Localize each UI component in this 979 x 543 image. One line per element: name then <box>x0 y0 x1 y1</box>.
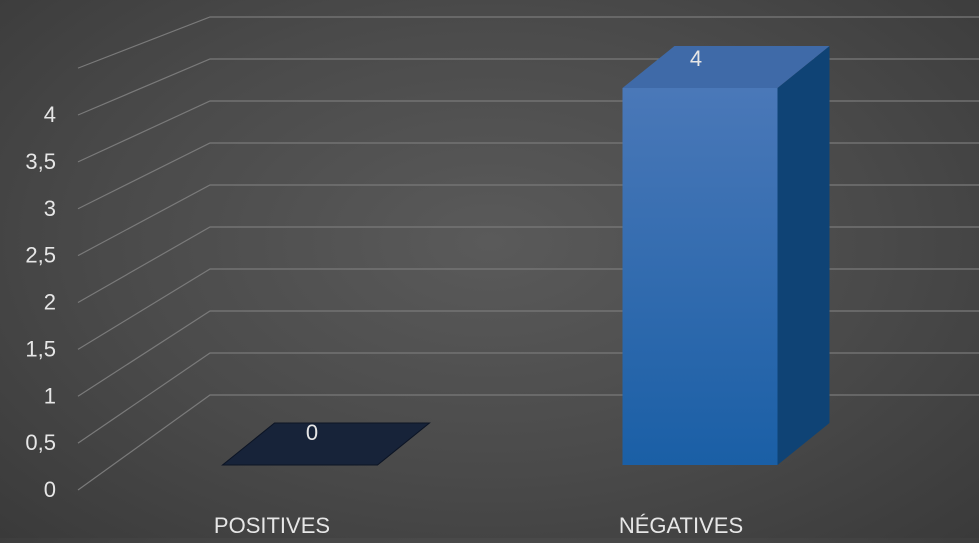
bar-top-face <box>622 46 830 88</box>
gridline <box>77 226 979 304</box>
gridline <box>77 184 979 257</box>
y-tick-label: 2 <box>44 290 56 315</box>
y-tick-label: 4 <box>44 102 56 127</box>
bar-positives <box>221 422 431 466</box>
y-tick-label: 0,5 <box>25 430 56 455</box>
y-tick-label: 1,5 <box>25 336 56 361</box>
data-label: 4 <box>690 46 702 71</box>
data-label: 0 <box>306 420 318 445</box>
x-category-label: POSITIVES <box>214 513 330 538</box>
bar-front-face <box>622 88 778 465</box>
gridline <box>77 16 979 69</box>
bar-side-face <box>777 46 830 465</box>
gridline <box>77 394 979 491</box>
gridline <box>77 100 979 163</box>
y-tick-label: 3,5 <box>25 149 56 174</box>
y-tick-label: 2,5 <box>25 243 56 268</box>
x-category-label: NÉGATIVES <box>619 513 743 538</box>
y-tick-label: 1 <box>44 383 56 408</box>
gridline <box>77 268 979 350</box>
gridline <box>77 142 979 210</box>
gridline <box>77 58 979 116</box>
gridline <box>77 352 979 444</box>
gridline <box>77 310 979 397</box>
bar-top-face <box>221 422 431 466</box>
y-tick-label: 0 <box>44 477 56 502</box>
y-tick-label: 3 <box>44 196 56 221</box>
bar-négatives <box>622 46 830 465</box>
